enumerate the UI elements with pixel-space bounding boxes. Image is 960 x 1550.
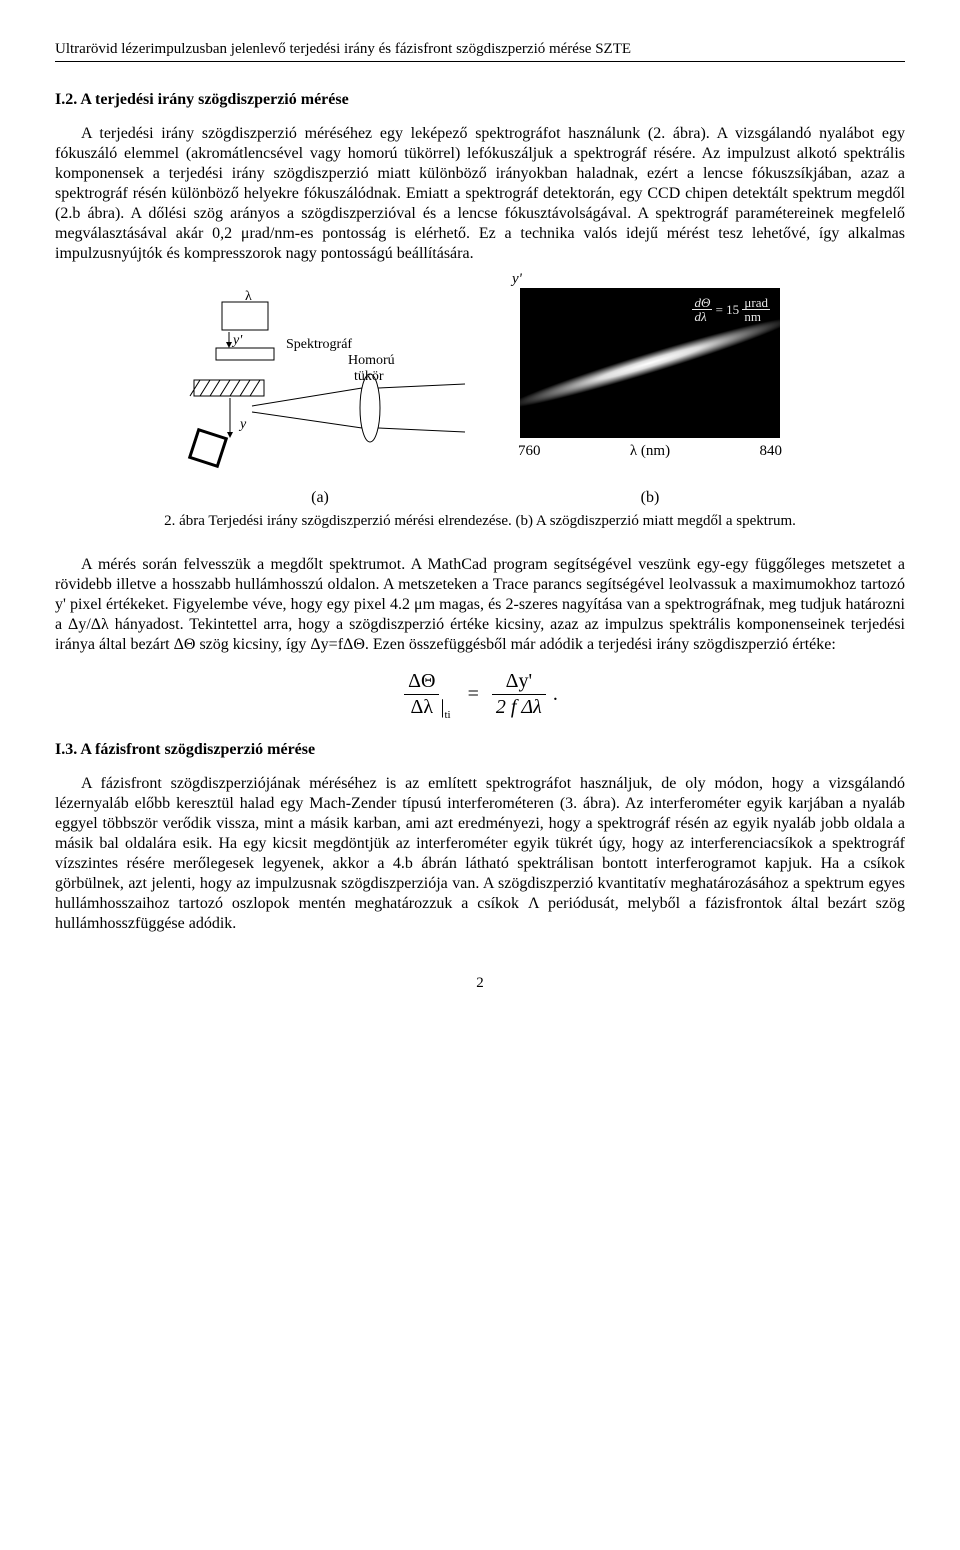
- spectrum-annotation: dΘ dλ = 15 μrad nm: [692, 296, 770, 323]
- y-label: y: [238, 417, 247, 432]
- lambda-label: λ: [245, 289, 252, 304]
- page-number: 2: [55, 974, 905, 993]
- spectrum-y-axis-label: y': [512, 270, 522, 289]
- spectrograph-label: Spektrográf: [286, 337, 352, 352]
- section-i3-title: I.3. A fázisfront szögdiszperzió mérése: [55, 740, 905, 760]
- figure-2b-spectrum: y' dΘ dλ = 15 μrad nm 760 λ (nm) 840: [510, 288, 790, 478]
- measurement-paragraph: A mérés során felvesszük a megdőlt spekt…: [55, 555, 905, 655]
- spectrum-x-axis: 760 λ (nm) 840: [510, 442, 790, 461]
- figure-2a-sublabel: (a): [170, 488, 470, 508]
- section-i2-title: I.2. A terjedési irány szögdiszperzió mé…: [55, 90, 905, 110]
- figure-2b-sublabel: (b): [510, 488, 790, 508]
- equation-angular-dispersion: ΔΘ Δλ |ti = Δy' 2 f Δλ .: [55, 669, 905, 720]
- figure-2: λ y' Spektrográf y: [55, 288, 905, 478]
- figure-2a-schematic: λ y' Spektrográf y: [170, 288, 470, 478]
- section-i3-paragraph: A fázisfront szögdiszperziójának méréséh…: [55, 774, 905, 934]
- section-i2-paragraph: A terjedési irány szögdiszperzió méréséh…: [55, 124, 905, 264]
- running-header: Ultrarövid lézerimpulzusban jelenlevő te…: [55, 40, 905, 62]
- homoru-label: Homorú: [348, 353, 395, 368]
- yprime-label: y': [231, 333, 243, 348]
- tukor-label: tükör: [354, 369, 384, 384]
- figure-2-caption: 2. ábra Terjedési irány szögdiszperzió m…: [115, 512, 845, 531]
